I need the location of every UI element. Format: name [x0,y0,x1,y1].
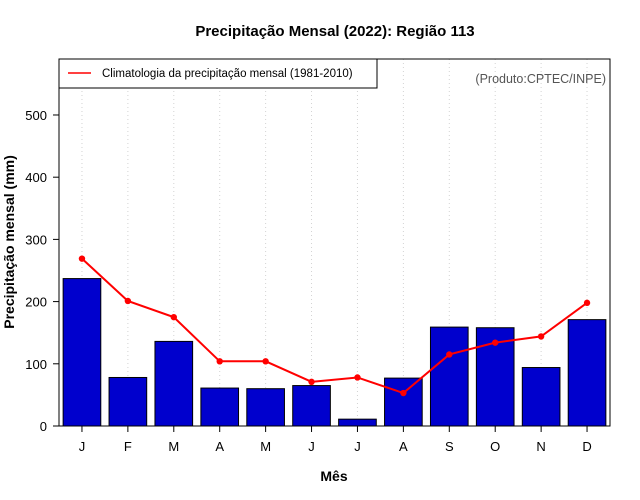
climatology-point [216,358,223,365]
climatology-point [262,358,269,365]
climatology-point [124,297,132,305]
bar [384,377,423,427]
bar [62,278,102,427]
y-tick-label: 500 [25,108,47,123]
climatology-point [537,333,545,340]
x-tick-label: M [168,439,179,454]
bar [292,385,331,427]
climatology-line [81,257,588,395]
bar [246,388,285,427]
y-tick-label: 400 [25,170,47,185]
climatology-point [492,339,499,346]
x-axis-title: Mês [320,468,347,484]
x-tick-label: A [399,439,408,454]
bars [62,278,607,427]
x-tick-label: J [79,439,86,454]
climatology-point [354,374,361,381]
y-axis: 0 100 200 300 400 500 [25,108,59,434]
bar [338,418,377,427]
x-tick-label: F [124,439,132,454]
chart-title: Precipitação Mensal (2022): Região 113 [195,23,474,40]
legend: Climatologia da precipitação mensal (198… [58,58,378,89]
x-tick-label: M [260,439,271,454]
x-tick-label: S [445,439,454,454]
x-tick-label: J [308,439,315,454]
bar [108,376,148,427]
climatology-point [583,299,591,307]
bar [154,340,194,427]
y-tick-label: 0 [40,419,47,434]
x-tick-label: J [354,439,361,454]
x-tick-label: D [582,439,591,454]
y-tick-label: 300 [25,232,47,247]
x-tick-label: O [490,439,500,454]
climatology-point [308,378,315,386]
bar [521,367,561,427]
climatology-point [78,255,86,262]
legend-label: Climatologia da precipitação mensal (198… [102,68,353,80]
x-tick-label: N [536,439,545,454]
bar [567,319,607,427]
climatology-point [446,351,453,358]
y-tick-label: 200 [25,295,47,310]
climatology-series [78,255,591,397]
bar [429,326,469,427]
y-tick-label: 100 [25,357,47,372]
y-axis-title: Precipitação mensal (mm) [1,155,17,329]
product-credit: (Produto:CPTEC/INPE) [475,72,606,86]
climatology-point [400,389,407,397]
bar [200,387,240,427]
legend-box [58,58,378,89]
climatology-point [170,313,177,321]
x-tick-label: A [215,439,224,454]
